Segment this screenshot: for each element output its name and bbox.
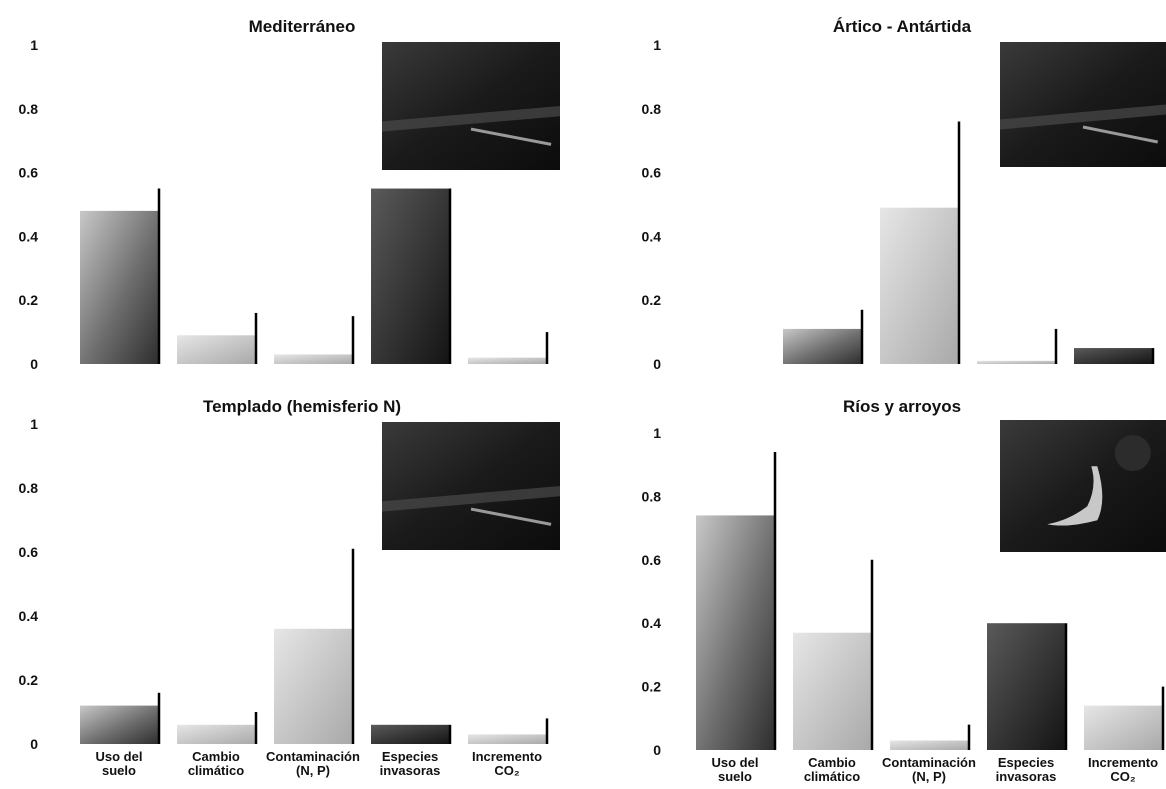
bar — [274, 628, 352, 744]
chart-panel: Ríos y arroyos 0 0.2 0.4 0.6 0.8 1 Uso del suelo… — [642, 397, 1166, 784]
chart-panel: Templado (hemisferio N) 0 0.2 0.4 0.6 0.8 1 Uso… — [19, 397, 560, 778]
y-tick-label: 0 — [30, 736, 38, 752]
bar — [1084, 705, 1162, 750]
y-tick-label: 0.4 — [642, 615, 662, 631]
bar — [80, 705, 158, 744]
panel-title: Ártico - Antártida — [833, 17, 972, 36]
y-tick-label: 0.8 — [19, 480, 39, 496]
category-label: Incremento CO₂ — [1088, 755, 1158, 784]
landscape-photo — [1000, 42, 1166, 167]
y-tick-label: 1 — [30, 416, 38, 432]
y-tick-label: 0 — [653, 742, 661, 758]
category-label: Uso del suelo — [96, 749, 143, 778]
bar — [468, 357, 546, 364]
bar — [977, 360, 1055, 364]
bar — [987, 623, 1065, 750]
bar — [880, 207, 958, 364]
bar — [371, 188, 449, 364]
y-tick-label: 0.2 — [642, 292, 662, 308]
waterfall-photo — [1000, 420, 1166, 552]
bar — [468, 734, 546, 744]
y-tick-label: 0.8 — [642, 101, 662, 117]
y-tick-label: 0.8 — [19, 101, 39, 117]
panel-title: Mediterráneo — [249, 17, 356, 36]
landscape-photo — [382, 42, 560, 170]
landscape-photo — [382, 422, 560, 550]
bar — [890, 740, 968, 750]
y-tick-label: 0 — [653, 356, 661, 372]
category-label: Especies invasoras — [996, 755, 1057, 784]
bar — [177, 724, 255, 744]
y-tick-label: 0.4 — [19, 228, 39, 244]
y-tick-label: 0.2 — [19, 672, 39, 688]
bar — [177, 335, 255, 364]
bar — [1074, 348, 1152, 364]
y-tick-label: 1 — [653, 425, 661, 441]
category-label: Especies invasoras — [380, 749, 441, 778]
bar — [783, 328, 861, 364]
bar — [80, 210, 158, 364]
category-label: Contaminación (N, P) — [882, 755, 976, 784]
bar — [793, 632, 871, 750]
y-tick-label: 0.2 — [19, 292, 39, 308]
y-tick-label: 0.4 — [19, 608, 39, 624]
chart-panel: Ártico - Antártida 0 0.2 0.4 0.6 0.8 1 — [642, 17, 1166, 372]
bar — [371, 724, 449, 744]
y-tick-label: 0.8 — [642, 488, 662, 504]
chart-panel: Mediterráneo 0 0.2 0.4 0.6 0.8 1 — [19, 17, 560, 372]
y-tick-label: 1 — [653, 37, 661, 53]
y-tick-label: 0.6 — [642, 165, 662, 181]
y-tick-label: 0.6 — [642, 552, 662, 568]
bar — [696, 515, 774, 750]
bar — [274, 354, 352, 364]
y-tick-label: 0.2 — [642, 679, 662, 695]
category-label: Cambio climático — [804, 755, 860, 784]
panel-title: Templado (hemisferio N) — [203, 397, 401, 416]
category-label: Contaminación (N, P) — [266, 749, 360, 778]
category-label: Uso del suelo — [712, 755, 759, 784]
category-label: Incremento CO₂ — [472, 749, 542, 778]
y-tick-label: 0.6 — [19, 165, 39, 181]
y-tick-label: 1 — [30, 37, 38, 53]
y-tick-label: 0 — [30, 356, 38, 372]
panel-title: Ríos y arroyos — [843, 397, 961, 416]
y-tick-label: 0.4 — [642, 228, 662, 244]
y-tick-label: 0.6 — [19, 544, 39, 560]
category-label: Cambio climático — [188, 749, 244, 778]
